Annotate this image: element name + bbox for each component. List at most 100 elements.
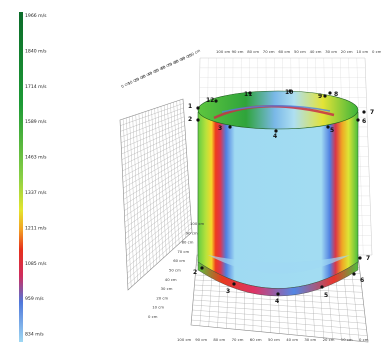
sensor-point[interactable] <box>228 125 232 129</box>
back-axis-tick: 60 cm <box>160 61 173 71</box>
point-label-11: 11 <box>244 91 252 98</box>
sensor-point[interactable] <box>288 89 292 93</box>
sensor-point[interactable] <box>320 285 324 289</box>
depth-axis-tick: 100 cm <box>190 221 205 226</box>
depth-axis-tick: 30 cm <box>161 286 173 291</box>
point-label-1: 1 <box>188 103 192 110</box>
legend-label: 834 m/s <box>25 332 44 338</box>
depth-axis-tick: 80 cm <box>182 240 194 245</box>
bottom-axis-tick: 100 cm <box>177 337 192 342</box>
point-label-2: 2 <box>188 116 192 123</box>
sensor-point[interactable] <box>326 125 330 129</box>
back-axis-tick: 100 cm <box>186 48 201 59</box>
legend-label: 1714 m/s <box>25 84 47 90</box>
bottom-axis-tick: 70 cm <box>232 337 244 342</box>
point-label-5: 5 <box>330 127 334 134</box>
top-rim-points: 1 2 3 4 5 6 7 8 9 10 11 12 <box>188 89 374 140</box>
legend-label: 1085 m/s <box>25 261 47 267</box>
point-label-3: 3 <box>218 125 222 132</box>
bottom-axis-tick: 60 cm <box>250 337 262 342</box>
back-axis-tick: 30 cm <box>140 70 153 80</box>
back-wall-grid <box>119 98 193 291</box>
depth-axis-ticks: 100 cm 90 cm 80 cm 70 cm 60 cm 50 cm 40 cm 30 c… <box>148 221 205 319</box>
sensor-point[interactable] <box>362 110 366 114</box>
point-label-7: 7 <box>370 109 374 116</box>
legend-label: 1463 m/s <box>25 155 47 161</box>
top-axis-tick: 60 cm <box>278 49 290 54</box>
back-axis-tick: 40 cm <box>147 67 160 77</box>
bottom-point-label-3: 3 <box>226 288 230 295</box>
back-axis-tick: 80 cm <box>173 55 186 65</box>
point-label-10: 10 <box>285 89 293 96</box>
legend-label: 959 m/s <box>25 296 44 302</box>
depth-axis-tick: 70 cm <box>177 249 189 254</box>
sensor-point[interactable] <box>274 129 278 133</box>
bottom-axis-tick: 90 cm <box>195 337 207 342</box>
bottom-axis-tick: 0 cm <box>359 337 369 342</box>
depth-axis-tick: 10 cm <box>152 305 164 310</box>
back-axis-tick: 90 cm <box>180 52 193 62</box>
bottom-axis-tick: 10 cm <box>341 337 353 342</box>
point-label-6: 6 <box>362 118 366 125</box>
color-legend-bar <box>19 12 23 342</box>
top-axis-tick: 100 cm <box>216 49 231 54</box>
bottom-axis-tick: 30 cm <box>304 337 316 342</box>
top-axis-tick: 90 cm <box>232 49 244 54</box>
top-axis-tick: 80 cm <box>247 49 259 54</box>
top-axis-tick: 0 cm <box>372 49 381 54</box>
point-label-4: 4 <box>273 133 277 140</box>
sensor-point[interactable] <box>196 118 200 122</box>
bottom-point-label-2: 2 <box>193 269 197 276</box>
top-axis-ticks: 100 cm 90 cm 80 cm 70 cm 60 cm 50 cm 40 cm 30 c… <box>216 49 381 54</box>
legend-label: 1589 m/s <box>25 119 47 125</box>
sensor-point[interactable] <box>328 91 332 95</box>
point-label-9: 9 <box>318 93 322 100</box>
sensor-point[interactable] <box>196 106 200 110</box>
depth-axis-tick: 20 cm <box>156 295 168 300</box>
velocity-cylinder <box>197 90 359 297</box>
sensor-point[interactable] <box>323 94 327 98</box>
point-label-12: 12 <box>206 97 214 104</box>
depth-axis-tick: 0 cm <box>148 314 158 319</box>
bottom-axis-tick: 80 cm <box>213 337 225 342</box>
bottom-axis-tick: 20 cm <box>323 337 335 342</box>
top-axis-tick: 20 cm <box>341 49 353 54</box>
legend-label: 1840 m/s <box>25 48 47 54</box>
bottom-axis-tick: 40 cm <box>286 337 298 342</box>
sensor-point[interactable] <box>352 272 356 276</box>
sensor-point[interactable] <box>248 91 252 95</box>
legend-label: 1966 m/s <box>25 13 47 19</box>
sensor-point[interactable] <box>276 292 280 296</box>
sensor-point[interactable] <box>200 266 204 270</box>
point-label-8: 8 <box>334 91 338 98</box>
sensor-point[interactable] <box>356 118 360 122</box>
sensor-point[interactable] <box>232 282 236 286</box>
color-legend-labels: 1966 m/s 1840 m/s 1714 m/s 1589 m/s 1463 m/s… <box>25 13 47 338</box>
legend-label: 1337 m/s <box>25 190 47 196</box>
top-axis-tick: 30 cm <box>325 49 337 54</box>
bottom-axis-tick: 50 cm <box>268 337 280 342</box>
back-axis-tick: 50 cm <box>153 64 166 74</box>
back-axis-tick: 10 cm <box>127 76 140 86</box>
depth-axis-tick: 50 cm <box>169 268 181 273</box>
legend-label: 1211 m/s <box>25 225 47 231</box>
bottom-point-label-6: 6 <box>360 277 364 284</box>
bottom-rim-points: 2 3 4 5 6 7 <box>193 255 370 305</box>
sensor-point[interactable] <box>214 99 218 103</box>
back-axis-tick: 0 cm <box>120 80 131 89</box>
depth-axis-tick: 90 cm <box>186 230 198 235</box>
depth-axis-tick: 60 cm <box>173 258 185 263</box>
top-axis-tick: 10 cm <box>356 49 368 54</box>
bottom-point-label-5: 5 <box>324 292 328 299</box>
sensor-point[interactable] <box>358 256 362 260</box>
top-axis-tick: 70 cm <box>263 49 275 54</box>
top-axis-tick: 50 cm <box>294 49 306 54</box>
top-axis-tick: 40 cm <box>310 49 322 54</box>
bottom-point-label-4: 4 <box>275 298 279 305</box>
back-axis-tick: 70 cm <box>166 58 179 68</box>
bottom-point-label-7: 7 <box>366 255 370 262</box>
back-axis-tick: 20 cm <box>133 73 146 83</box>
bottom-axis-ticks: 100 cm 90 cm 80 cm 70 cm 60 cm 50 cm 40 cm 30 c… <box>177 337 369 342</box>
